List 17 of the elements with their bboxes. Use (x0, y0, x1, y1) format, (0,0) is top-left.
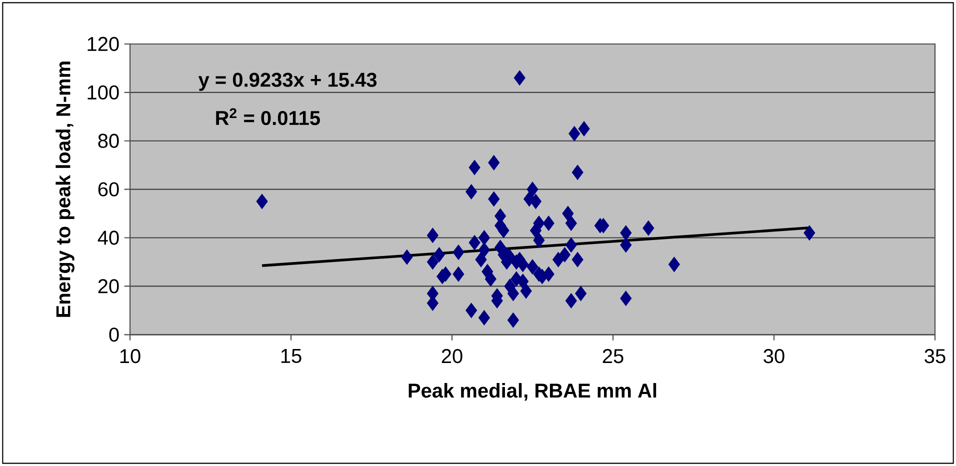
x-tick-label: 15 (281, 349, 302, 364)
y-tick-label: 40 (98, 230, 119, 245)
annotation: R$^{2}$ = 0.0115 (216, 108, 320, 126)
x-tick-label: 30 (764, 349, 784, 364)
y-tick-label: 20 (98, 279, 119, 294)
x-tick-label: 10 (120, 349, 140, 364)
y-tick-label: 0 (109, 328, 119, 342)
x-tick-label: 20 (442, 349, 462, 364)
annotation: y = 0.9233x + 15.43 (198, 72, 377, 91)
y-tick-label: 100 (88, 85, 119, 100)
y-axis-title: Energy to peak load, N-mm (56, 62, 74, 317)
y-tick-label: 60 (98, 182, 119, 196)
x-axis-title: Peak medial, RBAE mm Al (408, 383, 656, 401)
y-tick-label: 120 (88, 36, 119, 52)
y-tick-label: 80 (98, 134, 119, 148)
x-tick-label: 25 (602, 349, 624, 364)
x-tick-label: 35 (924, 349, 946, 364)
